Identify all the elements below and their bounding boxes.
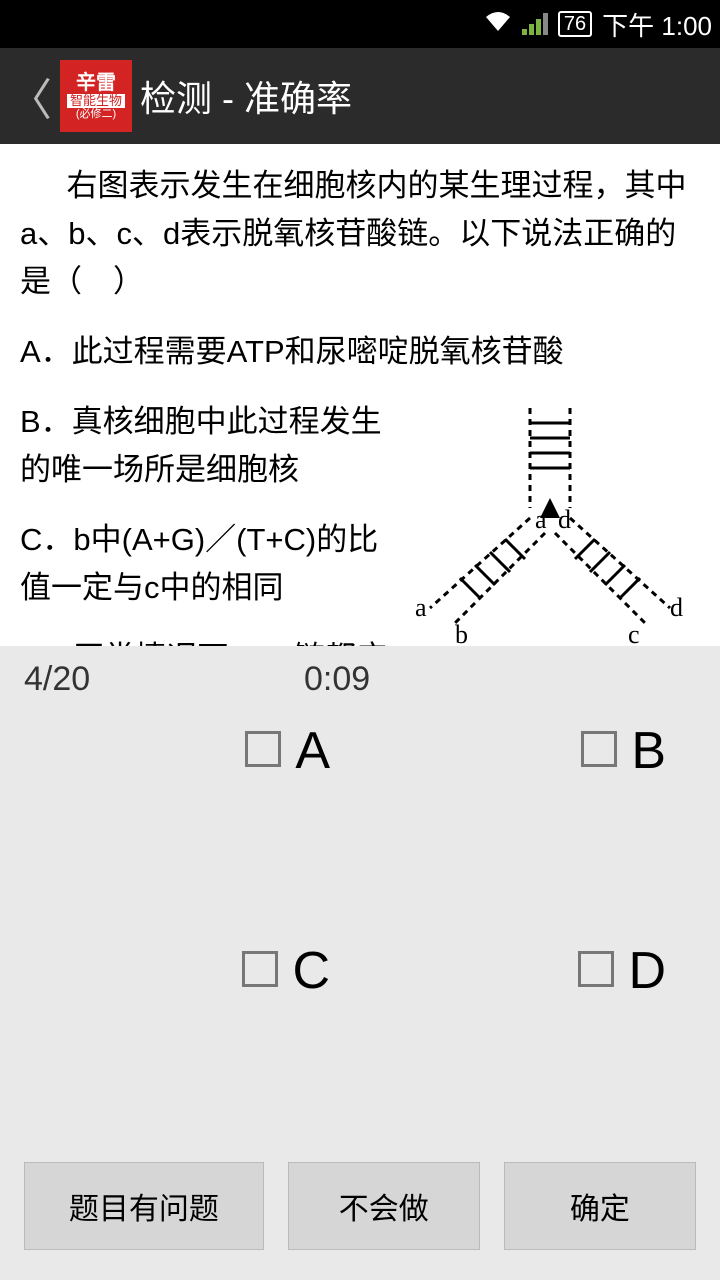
app-icon: 辛雷 智能生物 (必修二) — [60, 60, 132, 132]
battery-icon: 76 — [558, 11, 592, 37]
svg-text:a: a — [535, 505, 547, 534]
wifi-icon — [484, 9, 512, 40]
checkbox-icon — [245, 731, 281, 767]
svg-text:d: d — [558, 505, 571, 534]
question-area: 右图表示发生在细胞核内的某生理过程，其中a、b、c、d表示脱氧核苷酸链。以下说法… — [0, 144, 720, 646]
choice-d[interactable]: D — [360, 931, 696, 1151]
progress-text: 4/20 — [24, 660, 304, 699]
svg-text:b: b — [455, 620, 468, 646]
checkbox-icon — [581, 731, 617, 767]
svg-text:c: c — [628, 620, 640, 646]
signal-icon — [522, 13, 548, 35]
page-title: 检测 - 准确率 — [140, 70, 352, 122]
checkbox-icon — [242, 951, 278, 987]
cannot-do-button[interactable]: 不会做 — [288, 1162, 480, 1250]
app-bar: 〈 辛雷 智能生物 (必修二) 检测 - 准确率 — [0, 48, 720, 144]
svg-text:d: d — [670, 593, 683, 622]
option-a: A．此过程需要ATP和尿嘧啶脱氧核苷酸 — [20, 328, 700, 376]
choice-c[interactable]: C — [24, 931, 360, 1151]
dna-diagram: ad a b c d — [400, 398, 700, 646]
option-b: B．真核细胞中此过程发生的唯一场所是细胞核 — [20, 398, 388, 494]
option-c: C．b中(A+G)／(T+C)的比值一定与c中的相同 — [20, 516, 388, 612]
svg-text:a: a — [415, 593, 427, 622]
choice-a[interactable]: A — [24, 711, 360, 931]
confirm-button[interactable]: 确定 — [504, 1162, 696, 1250]
timer-text: 0:09 — [304, 660, 370, 699]
answer-panel: 4/20 0:09 A B C D 题目有问题 不会做 确定 — [0, 646, 720, 1280]
back-button[interactable]: 〈 — [8, 64, 52, 128]
report-problem-button[interactable]: 题目有问题 — [24, 1162, 264, 1250]
choice-b[interactable]: B — [360, 711, 696, 931]
checkbox-icon — [578, 951, 614, 987]
status-bar: 76 下午 1:00 — [0, 0, 720, 48]
clock-text: 下午 1:00 — [602, 6, 712, 43]
question-stem: 右图表示发生在细胞核内的某生理过程，其中a、b、c、d表示脱氧核苷酸链。以下说法… — [20, 162, 700, 306]
option-d: D．正常情况下a、d链都应该到不同的细胞中去 — [20, 634, 388, 646]
